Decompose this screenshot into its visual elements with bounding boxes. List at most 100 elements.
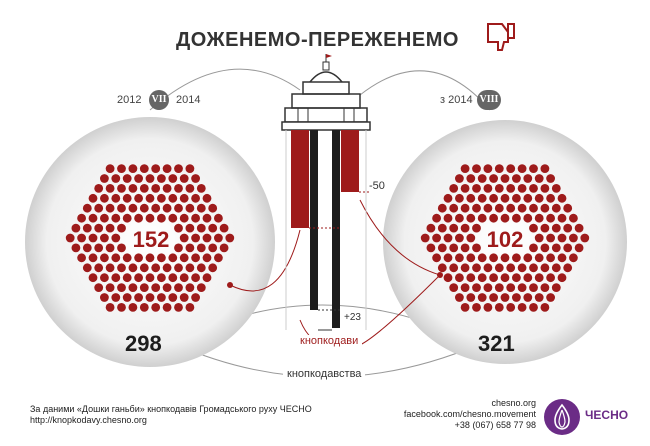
deputy-dot (563, 243, 573, 253)
deputy-dot (443, 233, 453, 243)
deputy-dot (151, 303, 161, 312)
deputy-dot (455, 293, 464, 302)
deputy-dot (105, 203, 115, 213)
deputy-dot (77, 233, 86, 243)
source-link[interactable]: http://knopkodavy.chesno.org (30, 415, 147, 425)
deputy-dot (134, 174, 144, 183)
deputy-dot (432, 213, 441, 223)
label-knopkodavy: кнопкодави (296, 335, 363, 347)
deputy-dot (134, 213, 144, 223)
right-total: 321 (478, 331, 515, 356)
deputy-dot (88, 253, 98, 263)
deputy-dot (494, 283, 504, 292)
deputy-dot (94, 263, 104, 273)
logo-text: ЧЕСНО (585, 408, 629, 422)
deputy-dot (105, 243, 115, 253)
deputy-dot (179, 213, 189, 223)
deputy-dot (506, 164, 516, 174)
deputy-dot (494, 303, 504, 312)
deputy-dot (534, 193, 544, 203)
deputy-dot (472, 283, 481, 292)
deputy-dot (551, 263, 561, 273)
deputy-dot (168, 253, 178, 263)
deputy-dot (185, 263, 195, 273)
deputy-dot (529, 184, 538, 193)
contact-phone: +38 (067) 658 77 98 (454, 420, 536, 430)
diff-top: -50 (369, 180, 385, 192)
deputy-dot (111, 273, 121, 283)
deputy-dot (196, 203, 206, 213)
contact-facebook[interactable]: facebook.com/chesno.movement (403, 409, 536, 419)
deputy-dot (105, 263, 115, 273)
left-total: 298 (125, 331, 162, 356)
deputy-dot (162, 303, 172, 312)
deputy-dot (466, 193, 476, 203)
deputy-dot (145, 273, 155, 283)
deputy-dot (134, 193, 144, 203)
footer-source: За даними «Дошки ганьби» кнопкодавів Гро… (30, 404, 312, 426)
deputy-dot (523, 174, 533, 183)
deputy-dot (494, 164, 504, 174)
bar-red-left (291, 130, 309, 228)
deputy-dot (157, 213, 166, 223)
deputy-dot (219, 223, 229, 233)
deputy-dot (420, 233, 430, 243)
deputy-dot (455, 193, 464, 203)
deputy-dot (551, 184, 561, 193)
deputy-dot (162, 263, 172, 273)
deputy-dot (94, 184, 104, 193)
deputy-dot (563, 263, 573, 273)
deputy-dot (157, 174, 166, 183)
deputy-dot (111, 253, 121, 263)
deputy-dot (202, 233, 212, 243)
deputy-dot (546, 193, 555, 203)
deputy-dot (174, 184, 183, 193)
deputy-dot (477, 193, 487, 203)
deputy-dot (494, 263, 504, 273)
deputy-dot (477, 253, 487, 263)
deputy-dot (529, 243, 538, 253)
deputy-dot (168, 174, 178, 183)
deputy-dot (574, 223, 584, 233)
deputy-dot (443, 193, 453, 203)
deputy-dot (500, 253, 510, 263)
deputy-dot (512, 293, 521, 302)
deputy-dot (546, 273, 555, 283)
deputy-dot (500, 174, 510, 183)
deputy-dot (139, 203, 149, 213)
deputy-dot (443, 213, 453, 223)
deputy-dot (529, 303, 538, 312)
dots-right (420, 164, 590, 312)
contact-site[interactable]: chesno.org (491, 398, 536, 408)
deputy-dot (157, 293, 166, 302)
deputy-dot (449, 283, 459, 292)
deputy-dot (128, 164, 138, 174)
deputy-dot (208, 263, 218, 273)
year-to: 2014 (176, 94, 201, 106)
deputy-dot (455, 233, 464, 243)
deputy-dot (512, 253, 521, 263)
deputy-dot (122, 253, 132, 263)
deputy-dot (472, 203, 481, 213)
deputy-dot (512, 273, 521, 283)
deputy-dot (551, 203, 561, 213)
deputy-dot (100, 213, 109, 223)
deputy-dot (122, 193, 132, 203)
right-years: з 2014 (440, 94, 473, 106)
footer-contacts: chesno.org facebook.com/chesno.movement … (404, 398, 536, 431)
deputy-dot (185, 223, 195, 233)
deputy-dot (489, 253, 498, 263)
deputy-dot (168, 193, 178, 203)
deputy-dot (437, 263, 447, 273)
deputy-dot (540, 223, 550, 233)
deputy-dot (185, 164, 195, 174)
deputy-dot (117, 263, 126, 273)
deputy-dot (455, 273, 464, 283)
diff-bottom: +23 (344, 312, 361, 323)
deputy-dot (557, 273, 567, 283)
deputy-dot (546, 293, 555, 302)
deputy-dot (546, 174, 555, 183)
deputy-dot (157, 273, 166, 283)
deputy-dot (569, 253, 578, 263)
deputy-dot (168, 293, 178, 302)
